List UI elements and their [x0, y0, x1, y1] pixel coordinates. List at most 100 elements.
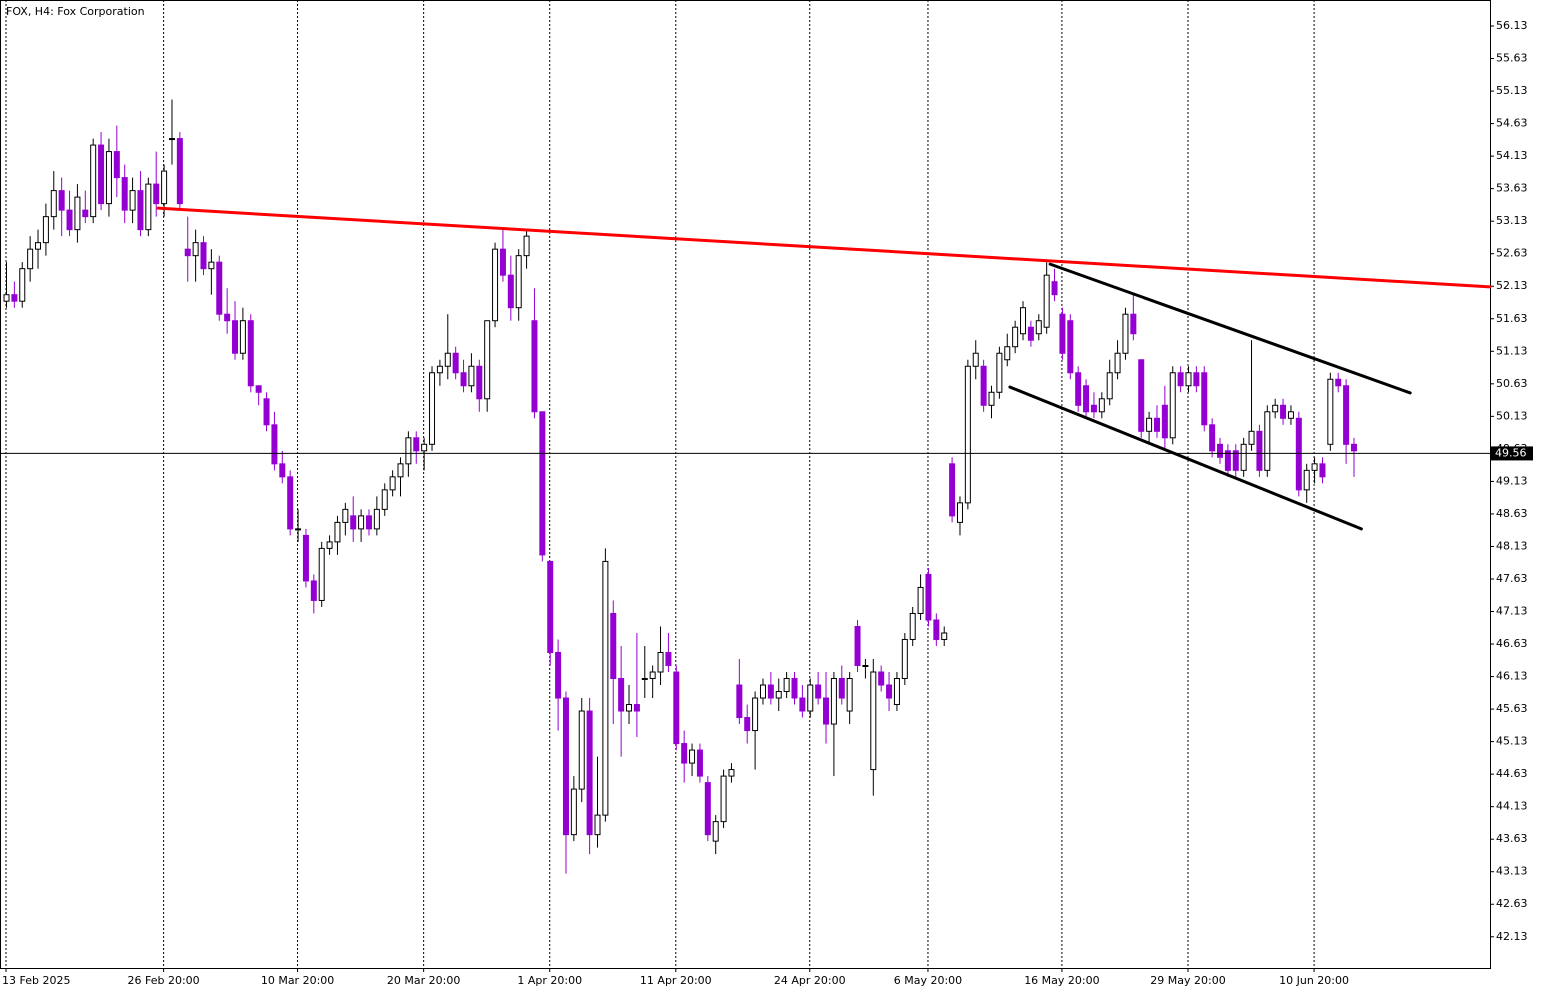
candle-body	[602, 560, 609, 816]
candle-body	[82, 209, 89, 218]
candle-body	[1209, 424, 1216, 452]
candle-body	[562, 697, 569, 836]
trend-line	[1048, 262, 1412, 395]
y-tick-label: 53.13	[1496, 214, 1528, 227]
candle-body	[956, 502, 963, 523]
candle-body	[1075, 372, 1082, 406]
current-price-label: 49.56	[1495, 446, 1527, 459]
candle-body	[578, 710, 585, 790]
candle-body	[996, 352, 1003, 393]
candle-body	[302, 534, 309, 582]
candle-body	[232, 320, 239, 354]
candle-body	[200, 242, 207, 270]
candle-body	[11, 294, 18, 302]
candle-body	[342, 508, 349, 523]
candle-body	[1020, 307, 1027, 335]
candle-body	[1012, 326, 1019, 348]
candle-body	[901, 638, 908, 680]
candle-body	[50, 190, 57, 218]
candle-body	[460, 372, 467, 387]
candle-body	[1311, 463, 1318, 471]
candle-body	[42, 216, 49, 244]
candle-body	[870, 671, 877, 771]
candle-body	[255, 385, 262, 393]
candle-body	[279, 463, 286, 478]
candle-body	[696, 749, 703, 777]
candle-body	[681, 743, 688, 764]
x-tick-label: 26 Feb 20:00	[128, 974, 200, 987]
candle-body	[1248, 430, 1255, 445]
candle-body	[1327, 378, 1334, 445]
candle-body	[224, 313, 231, 322]
candle-body	[807, 684, 814, 712]
candle-body	[239, 320, 246, 354]
candle-body	[1090, 404, 1097, 413]
candle-body	[90, 144, 97, 218]
x-tick-label: 20 Mar 20:00	[387, 974, 460, 987]
candle-body	[570, 788, 577, 836]
candle-body	[815, 684, 822, 699]
candle-body	[846, 678, 853, 712]
candle-body	[862, 665, 869, 667]
candle-body	[649, 671, 656, 680]
candle-body	[665, 651, 672, 667]
candle-body	[492, 248, 499, 322]
x-tick-label: 1 Apr 20:00	[517, 974, 582, 987]
candle-body	[555, 651, 562, 699]
x-tick-label: 29 May 20:00	[1150, 974, 1225, 987]
candle-body	[98, 144, 105, 205]
candle-body	[988, 391, 995, 406]
candle-body	[917, 586, 924, 614]
candle-body	[58, 190, 65, 211]
candle-body	[823, 697, 830, 725]
candle-body	[657, 651, 664, 673]
candle-body	[1098, 398, 1105, 413]
candle-body	[499, 248, 506, 276]
candle-body	[295, 528, 302, 531]
candle-body	[161, 170, 168, 205]
candle-body	[1350, 443, 1357, 452]
candle-body	[830, 678, 837, 725]
candle-body	[350, 515, 357, 530]
candle-body	[799, 697, 806, 712]
y-tick-label: 50.13	[1496, 409, 1528, 422]
candle-body	[129, 190, 136, 211]
candle-body	[1153, 417, 1160, 432]
candle-body	[507, 274, 514, 309]
candle-body	[610, 612, 617, 680]
y-tick-label: 47.13	[1496, 605, 1528, 618]
y-tick-label: 48.63	[1496, 507, 1528, 520]
x-tick-label: 16 May 20:00	[1024, 974, 1099, 987]
x-tick-label: 10 Mar 20:00	[261, 974, 334, 987]
x-tick-label: 11 Apr 20:00	[640, 974, 712, 987]
candle-body	[168, 138, 175, 141]
candle-body	[208, 261, 215, 270]
y-tick-label: 52.13	[1496, 279, 1528, 292]
candle-body	[689, 749, 696, 764]
candle-body	[1027, 326, 1034, 341]
candle-body	[421, 443, 428, 452]
candle-body	[153, 183, 160, 205]
y-tick-label: 52.63	[1496, 247, 1528, 260]
y-tick-label: 46.13	[1496, 670, 1528, 683]
candle-body	[476, 365, 483, 400]
y-tick-label: 55.63	[1496, 52, 1528, 65]
candle-body	[728, 769, 735, 777]
y-tick-label: 51.13	[1496, 344, 1528, 357]
y-tick-label: 46.63	[1496, 637, 1528, 650]
candle-body	[287, 476, 294, 530]
candle-body	[886, 684, 893, 699]
candle-body	[515, 255, 522, 309]
candle-body	[1335, 378, 1342, 387]
candle-body	[334, 521, 341, 543]
candle-body	[523, 235, 530, 257]
candle-body	[783, 678, 790, 693]
candle-body	[1343, 385, 1350, 445]
y-tick-label: 44.63	[1496, 767, 1528, 780]
y-tick-label: 54.63	[1496, 117, 1528, 130]
x-tick-label: 13 Feb 2025	[2, 974, 70, 987]
candle-body	[1122, 313, 1129, 354]
candle-body	[1295, 417, 1302, 491]
candle-body	[74, 196, 81, 231]
